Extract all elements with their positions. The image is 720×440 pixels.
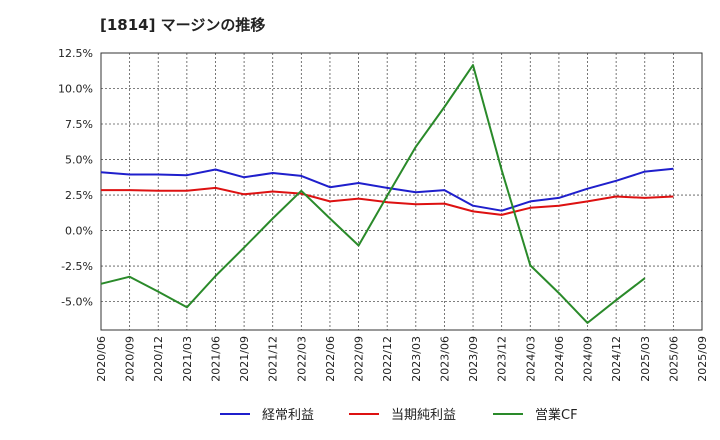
x-tick-label: 2023/09 xyxy=(467,336,480,382)
x-tick-label: 2020/12 xyxy=(152,336,165,382)
series-line-営業CF xyxy=(100,64,646,324)
x-tick-label: 2024/09 xyxy=(582,336,595,382)
y-tick-label: 0.0% xyxy=(65,225,93,238)
x-tick-label: 2022/06 xyxy=(324,336,337,382)
x-tick-label: 2023/06 xyxy=(438,336,451,382)
legend-label: 経常利益 xyxy=(262,408,314,423)
x-tick-label: 2020/06 xyxy=(95,336,108,382)
x-tick-label: 2021/06 xyxy=(209,336,222,382)
x-tick-label: 2024/06 xyxy=(553,336,566,382)
series-line-当期純利益 xyxy=(101,186,674,216)
x-tick-label: 2023/03 xyxy=(410,336,423,382)
plot-border xyxy=(100,52,703,331)
y-tick-label: 2.5% xyxy=(65,189,93,202)
axes: 12.5% 10.0% 7.5% 5.0% 2.5% 0.0% -2.5% -5.0% 2020… xyxy=(58,47,709,382)
legend: 経常利益 当期純利益 営業CF xyxy=(220,407,578,423)
y-tick-label: 7.5% xyxy=(65,118,93,131)
series xyxy=(100,64,674,324)
x-tick-label: 2025/03 xyxy=(639,336,652,382)
x-tick-label: 2022/03 xyxy=(295,336,308,382)
y-tick-label: 12.5% xyxy=(58,47,93,60)
chart-title: [1814] マージンの推移 xyxy=(100,16,266,34)
x-tick-label: 2023/12 xyxy=(496,336,509,382)
plot-area xyxy=(101,53,702,330)
x-tick-label: 2024/12 xyxy=(610,336,623,382)
x-tick-label: 2020/09 xyxy=(124,336,137,382)
x-tick-label: 2021/03 xyxy=(181,336,194,382)
y-tick-label: -5.0% xyxy=(61,296,93,309)
x-tick-label: 2025/09 xyxy=(696,336,709,382)
series-line-経常利益 xyxy=(100,167,674,212)
x-tick-label: 2021/12 xyxy=(267,336,280,382)
y-tick-label: 10.0% xyxy=(58,83,93,96)
y-tick-label: -2.5% xyxy=(61,260,93,273)
x-tick-label: 2025/06 xyxy=(667,336,680,382)
legend-label: 営業CF xyxy=(535,407,578,423)
x-tick-label: 2022/09 xyxy=(353,336,366,382)
x-tick-label: 2021/09 xyxy=(238,336,251,382)
x-tick-label: 2022/12 xyxy=(381,336,394,382)
legend-label: 当期純利益 xyxy=(391,408,456,423)
y-tick-label: 5.0% xyxy=(65,154,93,167)
x-tick-label: 2024/03 xyxy=(524,336,537,382)
